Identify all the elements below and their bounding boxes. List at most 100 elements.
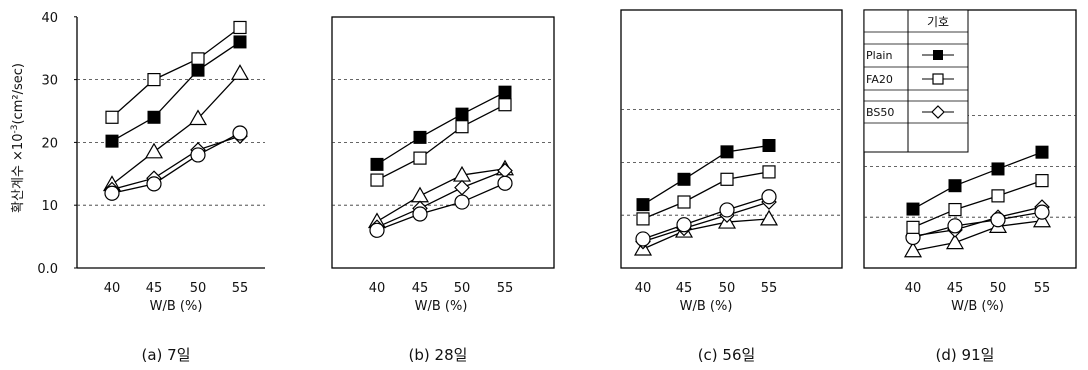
x-tick-label: 40	[635, 281, 652, 296]
x-tick-label: 45	[412, 281, 429, 296]
data-point-open-square	[1035, 174, 1049, 188]
x-tick-label: 45	[676, 281, 693, 296]
data-point-open-square	[413, 151, 427, 165]
legend-item-label: Plain	[866, 49, 892, 62]
series-line-triangle	[642, 218, 770, 250]
legend-marker-diamond	[931, 105, 945, 119]
series-line-circle	[376, 182, 506, 231]
legend: 기호 Plain FA20 BS50	[863, 9, 969, 153]
data-point-triangle	[144, 142, 164, 159]
data-point-open-square	[233, 20, 247, 35]
data-point-open-square	[455, 120, 469, 134]
data-point-circle	[635, 231, 651, 247]
data-point-triangle	[759, 209, 779, 226]
legend-marker	[931, 105, 945, 119]
data-point-filled-square	[906, 202, 920, 216]
data-point-circle	[497, 175, 513, 191]
data-point-triangle	[188, 109, 208, 126]
legend-box	[863, 9, 969, 153]
x-tick-label: 50	[990, 281, 1007, 296]
x-tick-label: 40	[369, 281, 386, 296]
data-point-circle	[990, 212, 1006, 228]
data-point-triangle	[230, 64, 250, 80]
data-point-open-square	[636, 212, 650, 226]
data-point-filled-square	[105, 134, 119, 148]
panel-c: 40 45 50 55 W/B (%) (c) 56일	[620, 9, 843, 364]
data-point-triangle	[903, 241, 923, 258]
data-point-filled-square	[370, 157, 384, 171]
x-tick-label: 50	[190, 281, 207, 296]
y-axis-label-exponent: -3	[10, 125, 20, 134]
x-tick-label: 55	[1034, 281, 1051, 296]
data-point-filled-square	[147, 110, 161, 124]
data-point-filled-square	[455, 107, 469, 121]
series-line-diamond	[642, 201, 770, 243]
legend-header: 기호	[927, 15, 949, 29]
x-tick-label: 55	[497, 281, 514, 296]
data-point-circle	[719, 202, 735, 218]
x-tick-label: 55	[232, 281, 249, 296]
data-point-circle	[676, 217, 692, 233]
series-line-filled-square	[912, 151, 1043, 210]
data-point-circle	[190, 147, 206, 163]
series-line-circle	[642, 196, 770, 240]
series-line-diamond	[912, 206, 1043, 237]
x-axis-label: W/B (%)	[150, 299, 203, 314]
y-axis-label: 확산계수 ×10-3(cm²/sec)	[10, 63, 26, 213]
plot-frame	[620, 9, 843, 269]
data-point-circle	[454, 194, 470, 210]
data-point-open-square	[762, 165, 776, 179]
data-point-open-square	[370, 173, 384, 187]
series-line-filled-square	[111, 41, 241, 142]
data-point-filled-square	[1035, 145, 1049, 159]
data-point-filled-square	[498, 85, 512, 99]
data-point-circle	[947, 218, 963, 234]
series-line-open-square	[642, 171, 770, 220]
panel-caption: (d) 91일	[936, 346, 995, 364]
series-line-open-square	[912, 180, 1043, 228]
panel-b: 40 45 50 55 W/B (%) (b) 28일	[331, 16, 555, 364]
legend-marker	[932, 73, 944, 85]
data-point-filled-square	[948, 179, 962, 193]
y-axis-label-unit: (cm²/sec)	[11, 63, 26, 124]
x-tick-label: 45	[146, 281, 163, 296]
data-point-filled-square	[233, 35, 247, 49]
data-point-open-square	[906, 220, 920, 234]
series-line-triangle	[111, 72, 241, 185]
data-point-triangle	[410, 186, 430, 203]
data-point-diamond	[497, 162, 513, 179]
series-line-open-square	[376, 104, 506, 181]
panel-caption: (c) 56일	[698, 346, 756, 364]
x-tick-label: 40	[905, 281, 922, 296]
y-tick-label: 10	[41, 199, 58, 214]
data-point-open-square	[948, 202, 962, 217]
legend-marker-filled-square	[933, 50, 943, 60]
series-line-open-square	[111, 26, 241, 118]
x-tick-label: 55	[761, 281, 778, 296]
series-line-diamond	[111, 135, 241, 191]
x-axis-label: W/B (%)	[680, 299, 733, 314]
data-point-open-square	[991, 189, 1005, 203]
panel-d: 40 45 50 55 W/B (%) (d) 91일	[863, 9, 1077, 364]
series-line-filled-square	[642, 144, 770, 206]
x-tick-label: 50	[719, 281, 736, 296]
x-tick-label: 40	[104, 281, 121, 296]
data-point-filled-square	[191, 63, 205, 77]
series-line-circle	[912, 211, 1043, 239]
data-point-open-square	[720, 172, 734, 186]
panel-caption: (a) 7일	[141, 346, 190, 364]
y-tick-label: 20	[41, 136, 58, 151]
y-axis-label-prefix: 확산계수 ×10	[11, 134, 26, 213]
data-point-open-square	[191, 52, 205, 66]
x-tick-label: 50	[454, 281, 471, 296]
data-point-circle	[1034, 204, 1050, 220]
data-point-circle	[412, 206, 428, 222]
data-point-triangle	[1032, 211, 1052, 228]
data-point-circle	[146, 176, 162, 192]
series-line-triangle	[912, 220, 1043, 252]
data-point-circle	[104, 185, 120, 201]
x-tick-label: 45	[947, 281, 964, 296]
y-tick-label: 30	[41, 74, 58, 89]
data-point-open-square	[677, 195, 691, 209]
legend-item-label: FA20	[866, 73, 893, 86]
